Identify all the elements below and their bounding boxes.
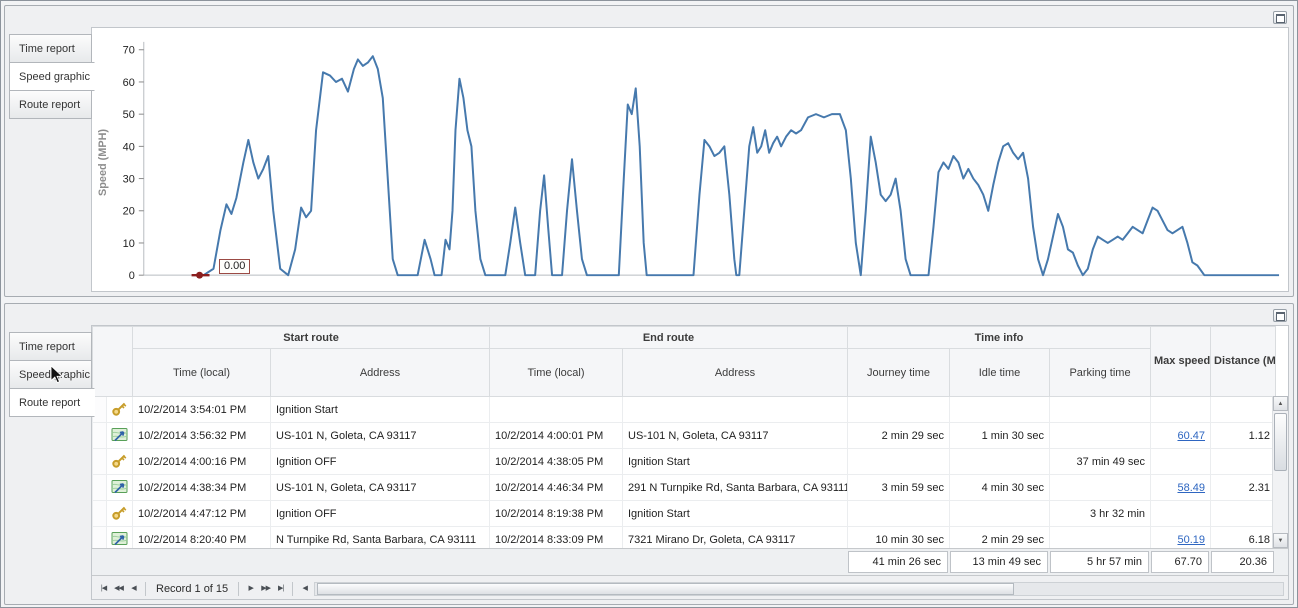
prev-page-button[interactable]: ◀◀ bbox=[114, 584, 124, 592]
panel-collapse-icon[interactable] bbox=[1273, 309, 1287, 322]
table-row[interactable]: 10/2/2014 3:56:32 PM US-101 N, Goleta, CA… bbox=[92, 422, 1277, 449]
y-tick-label: 70 bbox=[123, 45, 135, 57]
col-header-journey-time[interactable]: Journey time bbox=[847, 348, 950, 397]
horizontal-scrollbar[interactable] bbox=[314, 581, 1284, 596]
vertical-scrollbar[interactable]: ▲ ▼ bbox=[1272, 396, 1288, 548]
max-speed-link[interactable]: 58.49 bbox=[1177, 481, 1206, 494]
route-table-body: 10/2/2014 3:54:01 PM Ignition Start 10/2/2… bbox=[92, 396, 1277, 553]
max-speed-link[interactable]: 50.19 bbox=[1177, 533, 1206, 546]
col-header-parking-time[interactable]: Parking time bbox=[1048, 348, 1152, 397]
key-icon bbox=[111, 504, 128, 524]
route-icon bbox=[111, 426, 128, 446]
col-header-start-time-local[interactable]: Time (local) bbox=[132, 348, 271, 397]
top-tab-time-report[interactable]: Time report bbox=[9, 34, 92, 63]
next-record-button[interactable]: ▶ bbox=[248, 584, 253, 592]
panel-collapse-icon[interactable] bbox=[1273, 11, 1287, 24]
table-row[interactable]: 10/2/2014 4:38:34 PM US-101 N, Goleta, CA… bbox=[92, 474, 1277, 501]
col-header-start-address[interactable]: Address bbox=[270, 348, 490, 397]
y-tick-label: 0 bbox=[129, 270, 135, 282]
col-header-idle-time[interactable]: Idle time bbox=[949, 348, 1050, 397]
prev-record-button[interactable]: ◀ bbox=[131, 584, 136, 592]
col-group-end-route: End route bbox=[489, 326, 848, 349]
y-tick-label: 30 bbox=[123, 174, 135, 186]
scroll-up-icon[interactable]: ▲ bbox=[1273, 396, 1288, 411]
summary-max-speed: 67.70 bbox=[1151, 551, 1209, 573]
bottom-panel-tabs: Time report Speed graphic Route report bbox=[9, 332, 95, 417]
nav-separator bbox=[292, 581, 294, 596]
last-record-button[interactable]: ▶| bbox=[278, 584, 284, 592]
y-tick-label: 40 bbox=[123, 141, 135, 153]
route-icon bbox=[111, 478, 128, 498]
nav-right-buttons: ▶ ▶▶ ▶| bbox=[243, 581, 288, 597]
record-navigator: |◀ ◀◀ ◀ Record 1 of 15 ▶ ▶▶ ▶| ◀ bbox=[92, 575, 1288, 599]
nav-separator bbox=[145, 581, 146, 596]
first-record-button[interactable]: |◀ bbox=[100, 584, 107, 592]
max-speed-link[interactable]: 60.47 bbox=[1177, 429, 1206, 442]
col-header-distance[interactable]: Distance (Miles) bbox=[1210, 326, 1277, 397]
vertical-scrollbar-thumb[interactable] bbox=[1274, 413, 1287, 471]
route-table: Start route End route Time info Max spee… bbox=[92, 326, 1277, 553]
scroll-down-icon[interactable]: ▼ bbox=[1273, 533, 1288, 548]
col-group-start-route: Start route bbox=[132, 326, 490, 349]
summary-idle-time: 13 min 49 sec bbox=[950, 551, 1048, 573]
top-tab-speed-graphic[interactable]: Speed graphic bbox=[9, 62, 95, 91]
y-tick-label: 10 bbox=[123, 238, 135, 250]
col-header-end-address[interactable]: Address bbox=[622, 348, 848, 397]
route-report-content: Start route End route Time info Max spee… bbox=[91, 325, 1289, 600]
nav-left-buttons: |◀ ◀◀ ◀ bbox=[96, 581, 141, 597]
bottom-tab-route-report[interactable]: Route report bbox=[9, 388, 95, 417]
bottom-tab-speed-graphic[interactable]: Speed graphic bbox=[9, 360, 92, 389]
col-header-max-speed[interactable]: Max speed (MPH) bbox=[1150, 326, 1212, 397]
summary-parking-time: 5 hr 57 min bbox=[1050, 551, 1149, 573]
col-header-end-time-local[interactable]: Time (local) bbox=[489, 348, 623, 397]
bottom-tab-time-report[interactable]: Time report bbox=[9, 332, 92, 361]
route-report-panel: Time report Speed graphic Route report Sta… bbox=[4, 303, 1294, 605]
start-point-marker bbox=[196, 271, 204, 279]
speed-chart-content: 0 10 20 30 40 50 60 70 Speed (MPH) 0.00 bbox=[91, 27, 1289, 292]
chart-start-tooltip: 0.00 bbox=[219, 259, 251, 274]
table-row[interactable]: 10/2/2014 4:00:16 PM Ignition OFF 10/2/201… bbox=[92, 448, 1277, 475]
top-tab-route-report[interactable]: Route report bbox=[9, 90, 92, 119]
summary-journey-time: 41 min 26 sec bbox=[848, 551, 948, 573]
route-table-header: Start route End route Time info Max spee… bbox=[92, 326, 1277, 397]
hscroll-left-icon[interactable]: ◀ bbox=[302, 584, 307, 592]
col-group-time-info: Time info bbox=[846, 326, 1152, 349]
next-page-button[interactable]: ▶▶ bbox=[261, 584, 271, 592]
horizontal-scrollbar-thumb[interactable] bbox=[317, 582, 1014, 595]
speed-graphic-panel: Time report Speed graphic Route report 0 10… bbox=[4, 5, 1294, 297]
key-icon bbox=[111, 400, 128, 420]
table-row[interactable]: 10/2/2014 4:47:12 PM Ignition OFF 10/2/201… bbox=[92, 500, 1277, 527]
corner-header-cell bbox=[92, 326, 133, 397]
summary-row: 41 min 26 sec 13 min 49 sec 5 hr 57 min … bbox=[92, 548, 1288, 575]
speed-line-series bbox=[202, 55, 1280, 277]
key-icon bbox=[111, 452, 128, 472]
y-tick-label: 60 bbox=[123, 77, 135, 89]
y-tick-label: 20 bbox=[123, 206, 135, 218]
y-tick-label: 50 bbox=[123, 109, 135, 121]
y-axis-label: Speed (MPH) bbox=[97, 129, 109, 196]
table-row[interactable]: 10/2/2014 3:54:01 PM Ignition Start bbox=[92, 396, 1277, 423]
record-counter: Record 1 of 15 bbox=[156, 582, 229, 595]
nav-separator bbox=[238, 581, 240, 596]
top-panel-tabs: Time report Speed graphic Route report bbox=[9, 34, 95, 119]
route-icon bbox=[111, 530, 128, 550]
speed-chart-svg: 0 10 20 30 40 50 60 70 Speed (MPH) bbox=[97, 41, 1280, 282]
summary-distance: 20.36 bbox=[1211, 551, 1274, 573]
